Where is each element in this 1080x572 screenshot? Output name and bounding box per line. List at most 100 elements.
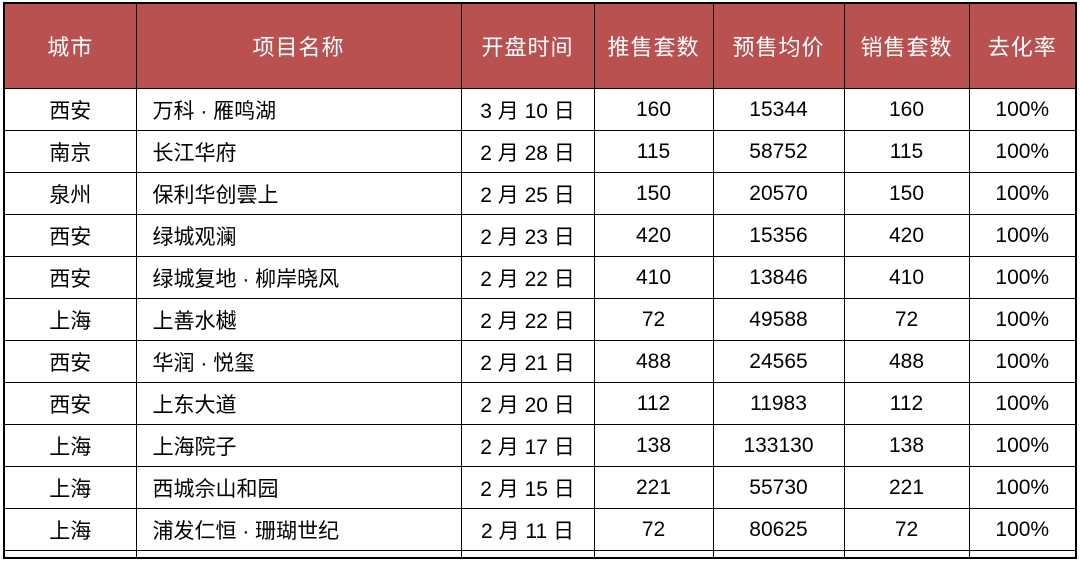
table-row: 西安 上东大道 2 月 20 日 112 11983 112 100%: [3, 382, 1077, 425]
cell-opening-date: 2 月 15 日: [460, 466, 595, 509]
cell-project-name: 保利华创雲上: [135, 172, 462, 215]
table-row: 西安 绿城观澜 2 月 23 日 420 15356 420 100%: [3, 214, 1077, 257]
header-cell-project-name: 项目名称: [135, 2, 462, 89]
cell-absorption-rate: 100%: [968, 256, 1077, 299]
cell-empty: [135, 550, 462, 559]
cell-absorption-rate: 100%: [968, 298, 1077, 341]
cell-presale-avg-price: 24565: [712, 340, 845, 383]
cell-units-sold: 488: [843, 340, 970, 383]
cell-project-name: 上东大道: [135, 382, 462, 425]
table-row: 西安 华润 · 悦玺 2 月 21 日 488 24565 488 100%: [3, 340, 1077, 383]
cell-city: 上海: [3, 466, 137, 509]
cell-city: 上海: [3, 424, 137, 467]
table-row: 上海 浦发仁恒 · 珊瑚世纪 2 月 11 日 72 80625 72 100%: [3, 508, 1077, 551]
cell-presale-avg-price: 133130: [712, 424, 845, 467]
cell-units-offered: 72: [593, 298, 714, 341]
cell-city: 西安: [3, 214, 137, 257]
cell-opening-date: 2 月 20 日: [460, 382, 595, 425]
cell-units-sold: 72: [843, 298, 970, 341]
cell-units-sold: 420: [843, 214, 970, 257]
cell-project-name: 上善水樾: [135, 298, 462, 341]
cell-project-name: 上海院子: [135, 424, 462, 467]
cell-absorption-rate: 100%: [968, 382, 1077, 425]
cell-units-sold: 138: [843, 424, 970, 467]
cell-project-name: 绿城复地 · 柳岸晓风: [135, 256, 462, 299]
table-row: 西安 万科 · 雁鸣湖 3 月 10 日 160 15344 160 100%: [3, 88, 1077, 131]
cell-presale-avg-price: 58752: [712, 130, 845, 173]
cell-units-sold: 115: [843, 130, 970, 173]
cell-units-sold: 410: [843, 256, 970, 299]
cell-opening-date: 2 月 28 日: [460, 130, 595, 173]
cell-opening-date: 3 月 10 日: [460, 88, 595, 131]
cell-project-name: 绿城观澜: [135, 214, 462, 257]
cell-opening-date: 2 月 22 日: [460, 256, 595, 299]
cell-absorption-rate: 100%: [968, 214, 1077, 257]
cell-units-sold: 112: [843, 382, 970, 425]
header-cell-city: 城市: [3, 2, 137, 89]
cell-empty: [593, 550, 714, 559]
cell-absorption-rate: 100%: [968, 340, 1077, 383]
cell-presale-avg-price: 20570: [712, 172, 845, 215]
cell-units-offered: 72: [593, 508, 714, 551]
table-row: 上海 西城佘山和园 2 月 15 日 221 55730 221 100%: [3, 466, 1077, 509]
cell-presale-avg-price: 13846: [712, 256, 845, 299]
header-cell-presale-avg-price: 预售均价: [712, 2, 845, 89]
table-row-partial: [3, 550, 1077, 559]
cell-project-name: 西城佘山和园: [135, 466, 462, 509]
cell-presale-avg-price: 11983: [712, 382, 845, 425]
table-row: 西安 绿城复地 · 柳岸晓风 2 月 22 日 410 13846 410 100%: [3, 256, 1077, 299]
cell-absorption-rate: 100%: [968, 466, 1077, 509]
table-row: 上海 上善水樾 2 月 22 日 72 49588 72 100%: [3, 298, 1077, 341]
cell-absorption-rate: 100%: [968, 172, 1077, 215]
cell-opening-date: 2 月 17 日: [460, 424, 595, 467]
cell-absorption-rate: 100%: [968, 424, 1077, 467]
cell-units-offered: 138: [593, 424, 714, 467]
cell-opening-date: 2 月 23 日: [460, 214, 595, 257]
cell-empty: [712, 550, 845, 559]
header-cell-units-offered: 推售套数: [593, 2, 714, 89]
cell-city: 西安: [3, 88, 137, 131]
cell-empty: [460, 550, 595, 559]
table-row: 上海 上海院子 2 月 17 日 138 133130 138 100%: [3, 424, 1077, 467]
cell-units-offered: 488: [593, 340, 714, 383]
cell-city: 西安: [3, 256, 137, 299]
table-row: 南京 长江华府 2 月 28 日 115 58752 115 100%: [3, 130, 1077, 173]
table-header-row: 城市 项目名称 开盘时间 推售套数 预售均价 销售套数 去化率: [3, 2, 1077, 89]
cell-city: 西安: [3, 382, 137, 425]
cell-units-offered: 420: [593, 214, 714, 257]
cell-project-name: 长江华府: [135, 130, 462, 173]
header-cell-opening-date: 开盘时间: [460, 2, 595, 89]
cell-project-name: 浦发仁恒 · 珊瑚世纪: [135, 508, 462, 551]
table-row: 泉州 保利华创雲上 2 月 25 日 150 20570 150 100%: [3, 172, 1077, 215]
cell-city: 泉州: [3, 172, 137, 215]
presale-table-container: 城市 项目名称 开盘时间 推售套数 预售均价 销售套数 去化率 西安 万科 · 雁鸣湖 3 月 …: [3, 2, 1077, 559]
cell-absorption-rate: 100%: [968, 88, 1077, 131]
cell-units-sold: 160: [843, 88, 970, 131]
cell-project-name: 万科 · 雁鸣湖: [135, 88, 462, 131]
cell-absorption-rate: 100%: [968, 130, 1077, 173]
cell-presale-avg-price: 55730: [712, 466, 845, 509]
cell-presale-avg-price: 49588: [712, 298, 845, 341]
cell-opening-date: 2 月 25 日: [460, 172, 595, 215]
header-cell-units-sold: 销售套数: [843, 2, 970, 89]
cell-presale-avg-price: 15356: [712, 214, 845, 257]
cell-project-name: 华润 · 悦玺: [135, 340, 462, 383]
cell-units-offered: 410: [593, 256, 714, 299]
cell-empty: [968, 550, 1077, 559]
cell-units-offered: 115: [593, 130, 714, 173]
cell-opening-date: 2 月 11 日: [460, 508, 595, 551]
cell-city: 南京: [3, 130, 137, 173]
presale-projects-table: 城市 项目名称 开盘时间 推售套数 预售均价 销售套数 去化率 西安 万科 · 雁鸣湖 3 月 …: [3, 2, 1077, 559]
cell-presale-avg-price: 80625: [712, 508, 845, 551]
table-body: 西安 万科 · 雁鸣湖 3 月 10 日 160 15344 160 100% 南京 长江华府 2…: [3, 88, 1077, 559]
cell-absorption-rate: 100%: [968, 508, 1077, 551]
cell-presale-avg-price: 15344: [712, 88, 845, 131]
cell-units-offered: 112: [593, 382, 714, 425]
cell-opening-date: 2 月 22 日: [460, 298, 595, 341]
cell-city: 上海: [3, 508, 137, 551]
cell-empty: [3, 550, 137, 559]
cell-units-sold: 72: [843, 508, 970, 551]
cell-opening-date: 2 月 21 日: [460, 340, 595, 383]
cell-city: 上海: [3, 298, 137, 341]
cell-units-offered: 160: [593, 88, 714, 131]
